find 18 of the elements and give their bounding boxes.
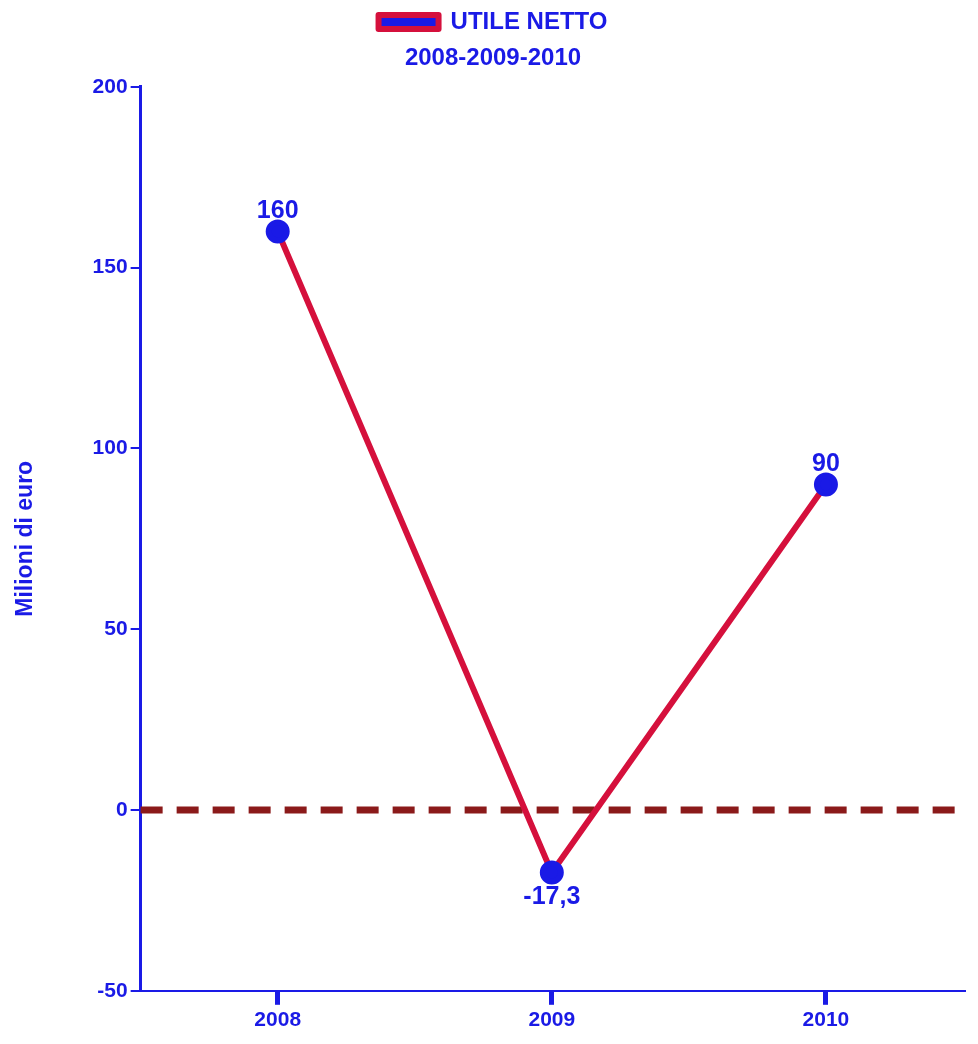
point — [265, 219, 290, 244]
data-label: 90 — [812, 447, 840, 476]
y-tick-label: 50 — [104, 616, 128, 639]
x-tick-label: 2008 — [254, 1007, 302, 1031]
x-tick-label: 2010 — [802, 1007, 850, 1031]
y-tick-label: -50 — [97, 977, 128, 1001]
y-tick-label: 100 — [92, 435, 128, 459]
legend-label: UTILE NETTO — [450, 6, 608, 34]
y-tick-label: 200 — [92, 73, 128, 97]
data-label: 160 — [256, 194, 299, 223]
x-tick-label: 2009 — [528, 1007, 576, 1031]
y-tick-label: 0 — [115, 796, 128, 820]
chart-title: 2008-2009-2010 — [404, 43, 582, 71]
data-label: -17,3 — [523, 880, 581, 909]
y-tick-label: 150 — [92, 254, 128, 278]
y-axis-title: Milioni di euro — [11, 460, 38, 617]
point — [539, 860, 564, 885]
point — [813, 472, 838, 497]
